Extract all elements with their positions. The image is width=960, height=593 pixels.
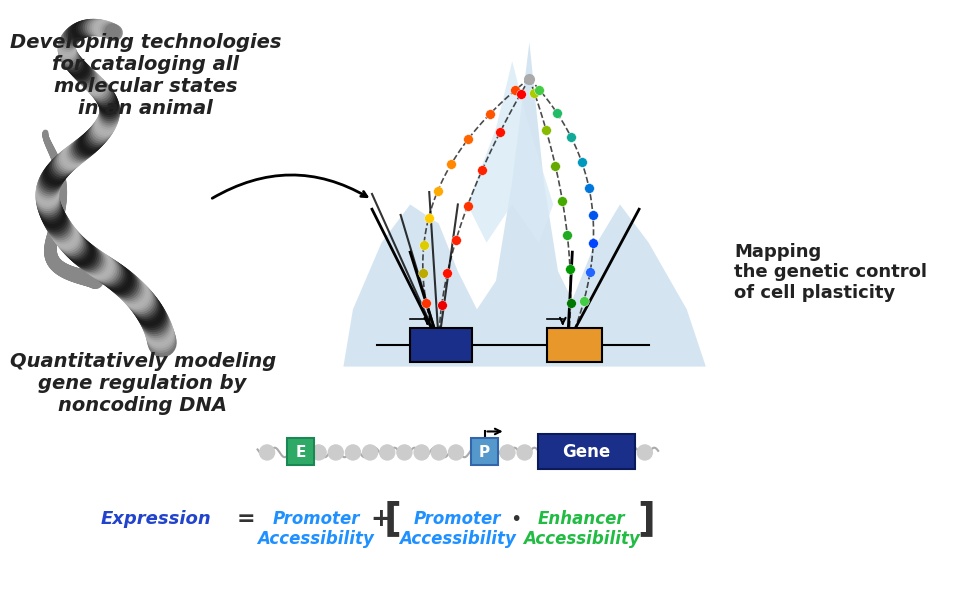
Text: [: [ (383, 500, 401, 538)
Text: Expression: Expression (100, 510, 211, 528)
Circle shape (448, 445, 464, 460)
FancyBboxPatch shape (471, 438, 498, 465)
Circle shape (259, 445, 275, 460)
Circle shape (414, 445, 429, 460)
Circle shape (637, 445, 653, 460)
Circle shape (346, 445, 361, 460)
Text: P: P (479, 445, 491, 460)
Circle shape (517, 445, 532, 460)
Text: Promoter
Accessibility: Promoter Accessibility (257, 510, 374, 549)
Circle shape (311, 445, 326, 460)
Polygon shape (468, 61, 553, 243)
Text: E: E (296, 445, 305, 460)
Text: Mapping
the genetic control
of cell plasticity: Mapping the genetic control of cell plas… (734, 243, 927, 302)
Circle shape (363, 445, 377, 460)
Circle shape (500, 445, 516, 460)
FancyBboxPatch shape (538, 434, 636, 468)
FancyBboxPatch shape (287, 438, 314, 465)
Text: Enhancer
Accessibility: Enhancer Accessibility (522, 510, 639, 549)
Text: +: + (371, 507, 391, 531)
FancyBboxPatch shape (410, 329, 472, 362)
Text: Developing technologies
for cataloging all
molecular states
in an animal: Developing technologies for cataloging a… (10, 33, 281, 118)
Polygon shape (344, 42, 706, 366)
Circle shape (396, 445, 412, 460)
Circle shape (431, 445, 446, 460)
Circle shape (328, 445, 344, 460)
Text: •: • (511, 510, 521, 529)
Circle shape (379, 445, 395, 460)
Text: =: = (236, 509, 255, 529)
Text: ]: ] (637, 500, 655, 538)
FancyBboxPatch shape (546, 329, 602, 362)
Text: Quantitatively modeling
gene regulation by
noncoding DNA: Quantitatively modeling gene regulation … (10, 352, 276, 415)
Text: Gene: Gene (563, 444, 611, 461)
Text: Promoter
Accessibility: Promoter Accessibility (398, 510, 516, 549)
